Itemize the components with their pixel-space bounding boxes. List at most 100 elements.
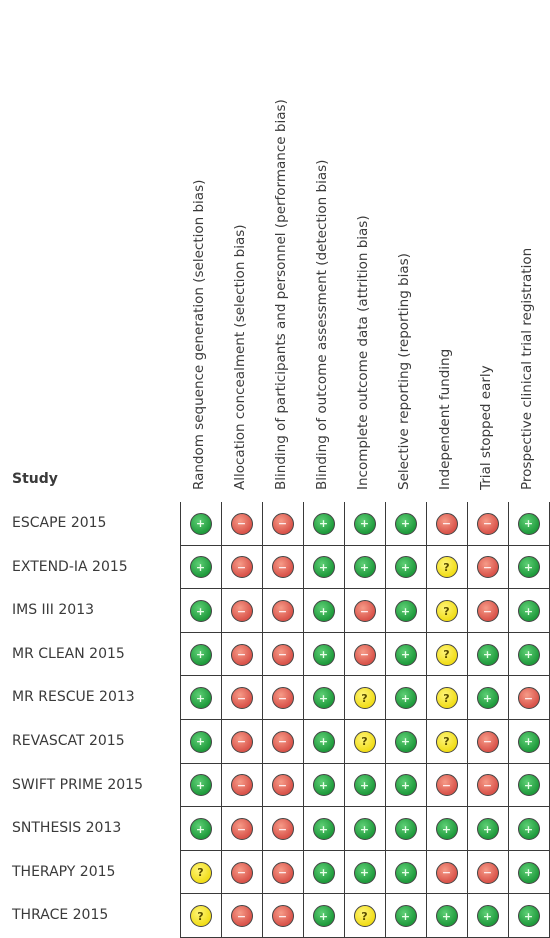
low-risk-symbol: + [400,604,411,618]
unclear-risk-symbol: ? [361,909,368,923]
low-risk-symbol: + [400,648,411,662]
high-risk-symbol: − [277,866,288,880]
low-risk-marker: + [476,643,499,666]
low-risk-marker: + [394,556,417,579]
low-risk-marker: + [517,600,540,622]
low-risk-marker: + [394,818,417,840]
low-risk-marker: + [394,600,417,622]
high-risk-marker: − [230,905,253,928]
high-risk-symbol: − [277,822,288,836]
study-name: THRACE 2015 [12,907,109,924]
low-risk-symbol: + [400,778,411,792]
unclear-risk-symbol: ? [443,691,450,705]
study-name: EXTEND-IA 2015 [12,558,128,575]
low-risk-marker: + [189,512,212,535]
low-risk-marker: + [189,556,212,579]
column-header: Independent funding [436,348,453,490]
unclear-risk-marker: ? [189,861,212,884]
low-risk-symbol: + [195,648,206,662]
high-risk-symbol: − [277,691,288,705]
low-risk-marker: + [189,600,212,622]
high-risk-marker: − [271,774,294,797]
high-risk-marker: − [476,556,499,579]
low-risk-marker: + [394,861,417,884]
high-risk-marker: − [353,600,376,622]
low-risk-marker: + [353,818,376,840]
high-risk-symbol: − [236,604,247,618]
study-heading: Study [12,471,58,487]
low-risk-marker: + [189,818,212,840]
high-risk-marker: − [230,643,253,666]
high-risk-marker: − [230,556,253,579]
unclear-risk-symbol: ? [443,604,450,618]
high-risk-marker: − [230,512,253,535]
study-name: SWIFT PRIME 2015 [12,776,143,793]
study-name: THERAPY 2015 [12,863,116,880]
low-risk-marker: + [189,774,212,797]
low-risk-symbol: + [195,822,206,836]
low-risk-marker: + [353,861,376,884]
high-risk-marker: − [230,687,253,710]
high-risk-symbol: − [236,778,247,792]
low-risk-symbol: + [318,517,329,531]
low-risk-marker: + [353,774,376,797]
grid-horizontal-line [180,544,549,546]
low-risk-marker: + [435,818,458,840]
high-risk-symbol: − [482,735,493,749]
high-risk-marker: − [271,861,294,884]
unclear-risk-symbol: ? [197,866,204,880]
high-risk-symbol: − [482,604,493,618]
low-risk-marker: + [476,687,499,710]
low-risk-marker: + [189,643,212,666]
high-risk-symbol: − [482,778,493,792]
low-risk-marker: + [312,600,335,622]
study-name: MR CLEAN 2015 [12,645,125,662]
low-risk-symbol: + [318,778,329,792]
unclear-risk-marker: ? [353,687,376,710]
grid-vertical-line [467,502,468,938]
unclear-risk-symbol: ? [443,735,450,749]
high-risk-symbol: − [523,691,534,705]
low-risk-symbol: + [195,517,206,531]
high-risk-symbol: − [236,909,247,923]
low-risk-symbol: + [523,822,534,836]
unclear-risk-symbol: ? [443,560,450,574]
low-risk-marker: + [312,556,335,579]
high-risk-marker: − [476,861,499,884]
high-risk-marker: − [230,774,253,797]
unclear-risk-symbol: ? [361,691,368,705]
high-risk-symbol: − [277,909,288,923]
low-risk-marker: + [394,512,417,535]
grid-vertical-line [508,502,509,938]
grid-vertical-line [426,502,427,938]
low-risk-symbol: + [318,735,329,749]
study-name: MR RESCUE 2013 [12,689,135,706]
column-header: Blinding of participants and personnel (… [272,99,289,490]
low-risk-marker: + [517,818,540,840]
high-risk-symbol: − [482,866,493,880]
low-risk-symbol: + [195,778,206,792]
high-risk-marker: − [476,600,499,622]
grid-vertical-line [221,502,222,938]
grid-horizontal-line [180,675,549,677]
unclear-risk-symbol: ? [443,648,450,662]
high-risk-symbol: − [236,517,247,531]
low-risk-marker: + [394,643,417,666]
column-header: Trial stopped early [477,365,494,490]
low-risk-symbol: + [523,560,534,574]
low-risk-symbol: + [318,909,329,923]
grid-horizontal-line [180,631,549,633]
high-risk-marker: − [271,643,294,666]
grid-horizontal-line [180,806,549,808]
high-risk-marker: − [476,730,499,753]
low-risk-symbol: + [523,517,534,531]
low-risk-marker: + [394,905,417,928]
high-risk-symbol: − [359,604,370,618]
low-risk-symbol: + [523,735,534,749]
low-risk-marker: + [394,774,417,797]
low-risk-symbol: + [195,735,206,749]
study-name: SNTHESIS 2013 [12,820,122,837]
low-risk-symbol: + [523,604,534,618]
high-risk-marker: − [271,687,294,710]
low-risk-symbol: + [523,866,534,880]
